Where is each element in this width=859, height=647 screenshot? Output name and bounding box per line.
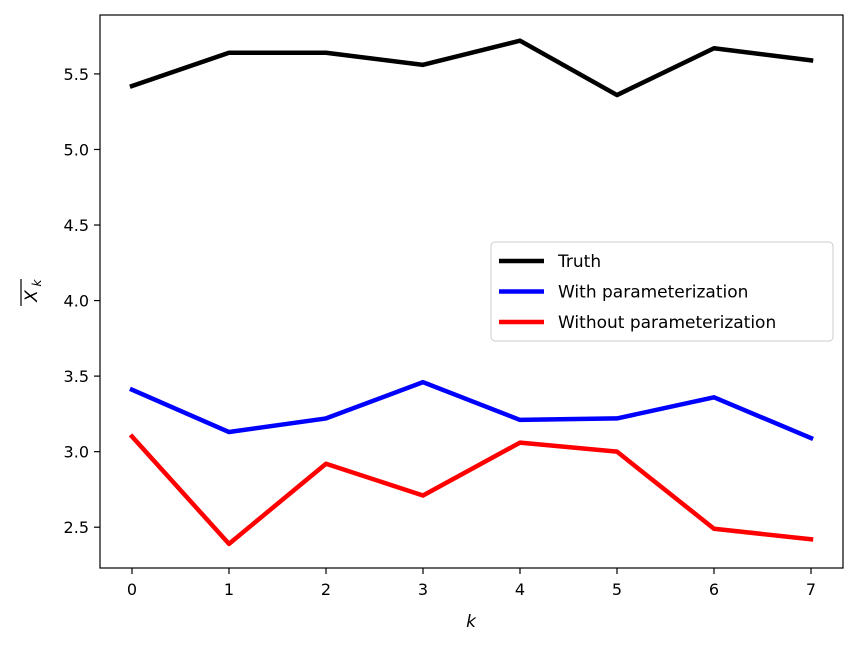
- y-axis-label-subscript: k: [30, 278, 44, 286]
- y-tick-label: 3.5: [64, 367, 89, 386]
- y-axis-label-main: X: [22, 290, 42, 303]
- y-tick-label: 2.5: [64, 518, 89, 537]
- x-tick-label: 3: [418, 580, 428, 599]
- x-tick-label: 0: [127, 580, 137, 599]
- y-axis-label: X k: [20, 278, 44, 306]
- legend-label-truth: Truth: [557, 252, 601, 272]
- series-line-without-parameterization: [128, 433, 814, 547]
- x-tick-label: 1: [224, 580, 234, 599]
- series-line-truth: [129, 38, 814, 98]
- x-tick-label: 6: [709, 580, 719, 599]
- legend-items: Truth With parameterization Without parame…: [499, 252, 776, 333]
- legend-label-without-parameterization: Without parameterization: [558, 313, 776, 333]
- series-layer: [128, 38, 814, 547]
- x-tick-label: 4: [515, 580, 525, 599]
- y-tick-label: 4.5: [64, 216, 89, 235]
- y-axis-ticks: 2.5 3.0 3.5 4.0 4.5 5.0 5.5: [64, 65, 100, 537]
- y-tick-label: 5.5: [64, 65, 89, 84]
- y-tick-label: 5.0: [64, 140, 89, 159]
- x-axis-label: k: [466, 612, 477, 632]
- legend-label-with-parameterization: With parameterization: [558, 283, 748, 303]
- x-axis-ticks: 0 1 2 3 4 5 6 7: [127, 568, 816, 599]
- x-tick-label: 5: [612, 580, 622, 599]
- y-tick-label: 3.0: [64, 443, 89, 462]
- x-tick-label: 7: [806, 580, 816, 599]
- x-tick-label: 2: [321, 580, 331, 599]
- series-line-with-parameterization: [129, 379, 814, 442]
- legend: Truth With parameterization Without parame…: [490, 241, 834, 342]
- plot-frame: [99, 14, 844, 569]
- legend-box: [490, 241, 834, 342]
- y-tick-label: 4.0: [64, 292, 89, 311]
